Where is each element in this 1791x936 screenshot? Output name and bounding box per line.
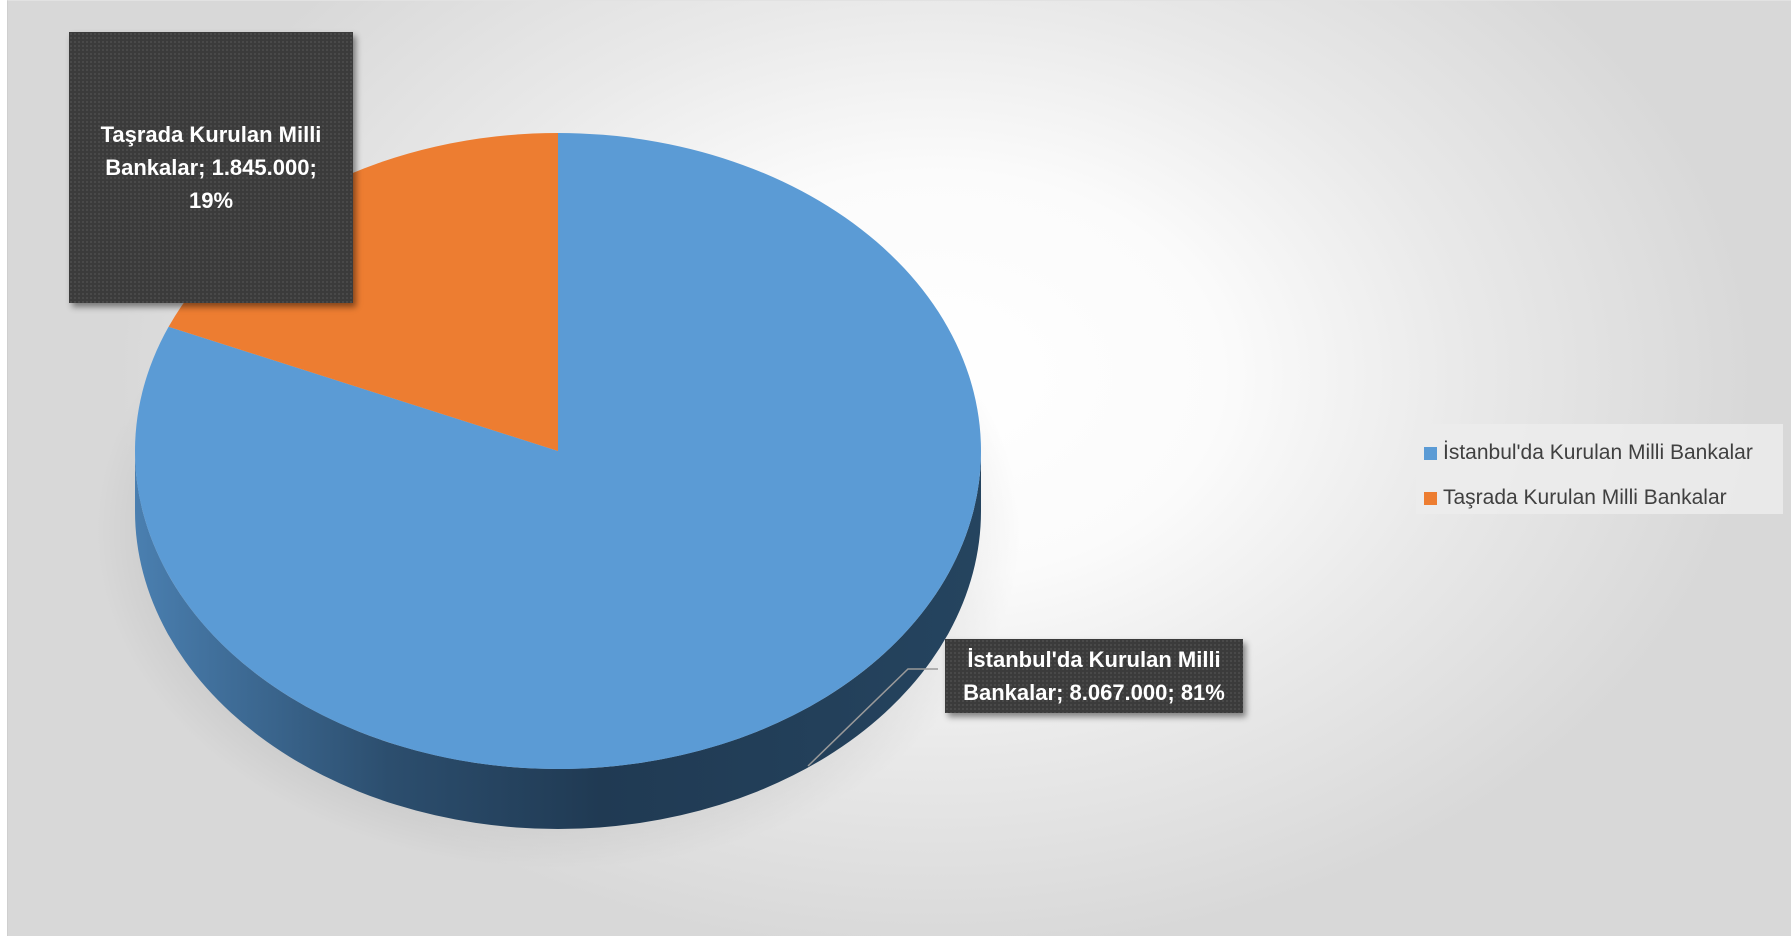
data-label-istanbul-line1: İstanbul'da Kurulan Milli — [967, 647, 1221, 672]
pie-slice-istanbul — [135, 133, 982, 770]
pie-chart — [95, 133, 1021, 869]
legend-swatch-tasra — [1424, 491, 1437, 505]
legend: İstanbul'da Kurulan Milli Bankalar Taşra… — [1416, 424, 1783, 514]
pie-side-wall — [135, 451, 981, 829]
data-label-tasra: Taşrada Kurulan Milli Bankalar; 1.845.00… — [69, 32, 353, 303]
data-label-istanbul-line2: Bankalar; 8.067.000; 81% — [963, 680, 1225, 705]
pie-slice-tasra — [168, 133, 558, 451]
data-label-istanbul: İstanbul'da Kurulan Milli Bankalar; 8.06… — [945, 639, 1243, 713]
legend-swatch-istanbul — [1424, 446, 1437, 460]
leader-line-istanbul — [807, 668, 938, 767]
chart-area: Taşrada Kurulan Milli Bankalar; 1.845.00… — [7, 0, 1791, 936]
legend-item-istanbul: İstanbul'da Kurulan Milli Bankalar — [1424, 438, 1753, 468]
legend-label-istanbul: İstanbul'da Kurulan Milli Bankalar — [1443, 441, 1753, 464]
legend-item-tasra: Taşrada Kurulan Milli Bankalar — [1424, 483, 1727, 513]
legend-label-tasra: Taşrada Kurulan Milli Bankalar — [1443, 486, 1727, 509]
